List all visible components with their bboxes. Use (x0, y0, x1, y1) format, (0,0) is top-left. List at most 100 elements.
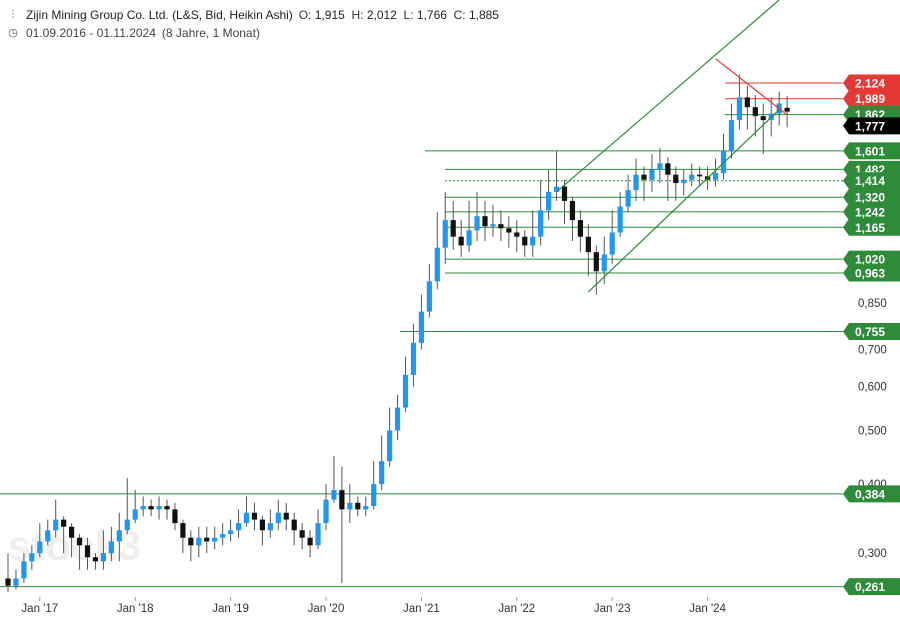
x-tick-label: Jan '21 (403, 603, 440, 615)
candle-body (140, 506, 146, 510)
candle-body (299, 530, 305, 538)
candle-body (148, 506, 154, 510)
candle-body (283, 512, 289, 520)
trend-lines (556, 0, 788, 293)
candle-body (347, 502, 353, 510)
candle-body (522, 236, 528, 246)
price-tag-1,777: 1,777 (843, 117, 900, 135)
candle-body (697, 174, 703, 177)
candle-body (736, 97, 742, 121)
candle-body (442, 220, 448, 248)
candle-body (728, 120, 735, 152)
candle-body (546, 191, 552, 211)
candle-body (243, 512, 250, 524)
price-tag-1,601: 1,601 (843, 142, 900, 160)
x-tick-label: Jan '20 (308, 603, 345, 615)
candle-body (681, 179, 687, 184)
candle-body (172, 509, 178, 524)
price-tag-box (843, 250, 900, 268)
date-range[interactable]: 01.09.2016 - 01.11.2024 (26, 26, 156, 40)
price-tag-box (843, 142, 900, 160)
candle-body (212, 537, 218, 542)
price-tag-label: 1,601 (855, 144, 885, 158)
clock-icon[interactable]: ◷ (8, 27, 18, 39)
price-tag-0,261: 0,261 (843, 578, 900, 596)
candle-body (13, 578, 19, 586)
candle-body (275, 512, 281, 524)
candle-body (251, 512, 258, 520)
candle-body (585, 236, 591, 253)
candle-body (394, 407, 401, 431)
candle-body (61, 519, 67, 527)
candle-body (673, 174, 679, 184)
candle-body (458, 236, 464, 246)
candle-body (665, 163, 671, 175)
candle-body (53, 519, 59, 531)
candle-body (561, 186, 568, 201)
candle-body (108, 541, 114, 554)
price-tag-box (843, 203, 900, 221)
x-tick-label: Jan '19 (212, 603, 249, 615)
candle-body (76, 537, 83, 546)
candle-body (220, 533, 226, 538)
candle-body (132, 509, 138, 520)
candle-body (593, 252, 599, 272)
candle-body (506, 228, 512, 233)
chart-header: ⫶ Zijin Mining Group Co. Ltd. (L&S, Bid,… (6, 6, 499, 42)
candle-body (490, 224, 496, 227)
price-tag-label: 1,242 (855, 205, 885, 219)
x-tick-label: Jan '18 (117, 603, 154, 615)
price-tag-label: 1,320 (855, 191, 885, 205)
candle-body (315, 523, 321, 546)
candle-body (267, 523, 273, 531)
x-axis: Jan '17 Jan '18 Jan '19 Jan '20 Jan '21 Jan '… (21, 597, 727, 615)
candle-body (482, 216, 488, 227)
candle-body (21, 561, 27, 579)
candle-body (196, 537, 202, 546)
candle-body (689, 174, 695, 180)
title-row: ⫶ Zijin Mining Group Co. Ltd. (L&S, Bid,… (6, 6, 499, 24)
candle-body (235, 523, 242, 531)
candle-body (188, 537, 194, 546)
close-value: 1,885 (468, 8, 499, 22)
x-tick-label: Jan '24 (689, 603, 726, 615)
candle-body (530, 236, 536, 246)
candles-icon[interactable]: ⫶ (11, 9, 15, 21)
candle-body (331, 490, 337, 500)
candle-body (92, 557, 99, 562)
candle-body (712, 173, 719, 180)
candle-body (426, 281, 432, 312)
candle-body (466, 230, 472, 246)
candle-body (37, 541, 43, 554)
candle-body (387, 430, 393, 462)
candle-body (450, 220, 456, 237)
close-label: C: (453, 8, 466, 22)
candle-body (228, 530, 234, 534)
candle-body (116, 530, 122, 542)
y-tick-label: 0,700 (858, 345, 887, 357)
price-tag-box (843, 188, 900, 206)
candle-body (434, 247, 440, 282)
candle-body (569, 200, 576, 221)
candle-body (649, 169, 655, 180)
candle-body (641, 174, 647, 180)
candle-body (164, 506, 170, 510)
candle-body (609, 232, 615, 255)
candle-body (760, 116, 766, 121)
open-label: O: (298, 8, 312, 22)
candle-body (69, 526, 75, 538)
price-tag-1,320: 1,320 (843, 188, 900, 206)
high-label: H: (351, 8, 364, 22)
x-tick-label: Jan '22 (498, 603, 535, 615)
y-tick-label: 0,300 (858, 548, 887, 560)
candle-body (410, 342, 417, 375)
ohlc-readout: O: 1,915 H: 2,012 L: 1,766 C: 1,885 (299, 6, 499, 24)
candle-body (156, 506, 162, 510)
price-tag-label: 1,989 (855, 92, 885, 106)
y-tick-label: 0,850 (858, 298, 887, 310)
candle-body (744, 97, 750, 108)
candle-body (100, 553, 106, 562)
instrument-title: Zijin Mining Group Co. Ltd. (L&S, Bid, H… (26, 8, 293, 22)
